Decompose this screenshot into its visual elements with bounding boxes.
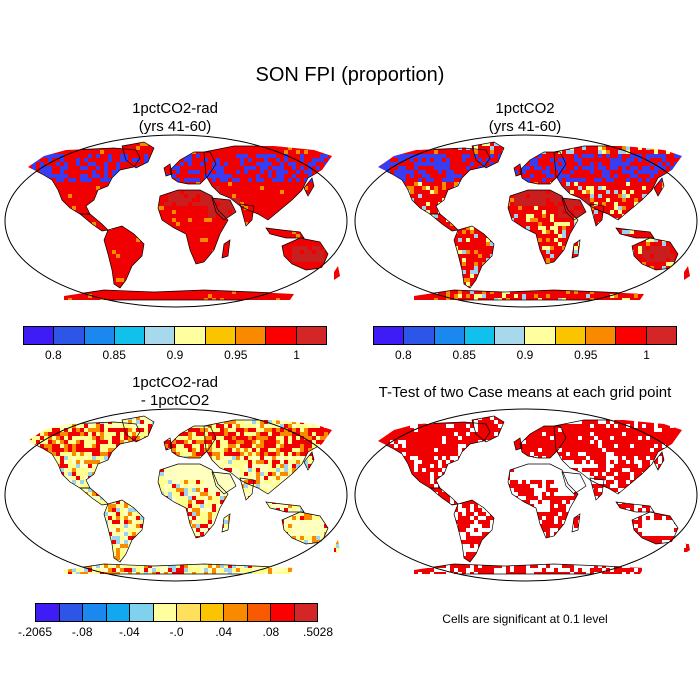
colorbar-3-swatch xyxy=(59,604,83,621)
panel-1-title: 1pctCO2-rad (yrs 41-60) xyxy=(60,100,290,136)
colorbar-3-tick-label: .08 xyxy=(262,625,280,639)
colorbar-1-tick-label: 0.85 xyxy=(102,348,126,362)
colorbar-3-tick-label: -.08 xyxy=(71,625,93,639)
colorbar-2-swatch xyxy=(555,327,587,344)
colorbar-difference xyxy=(35,603,318,622)
panel-1-title-line1: 1pctCO2-rad xyxy=(132,100,218,117)
panel-4-title: T-Test of two Case means at each grid po… xyxy=(378,384,672,401)
colorbar-2-swatch xyxy=(374,327,405,344)
colorbar-1-tick-label: 1 xyxy=(293,348,300,362)
colorbar-3-swatch xyxy=(224,604,248,621)
colorbar-1-swatch xyxy=(54,327,85,344)
colorbar-1-swatch xyxy=(24,327,55,344)
colorbar-panel-1 xyxy=(23,326,327,345)
colorbar-1-tick-label: 0.8 xyxy=(45,348,62,362)
colorbar-3-swatch xyxy=(294,604,317,621)
colorbar-1-swatch xyxy=(145,327,176,344)
colorbar-3-swatch xyxy=(106,604,130,621)
colorbar-1-swatch xyxy=(114,327,146,344)
colorbar-3-tick-label: -.0 xyxy=(169,625,184,639)
colorbar-3-swatch xyxy=(271,604,295,621)
colorbar-2-tick-label: 0.8 xyxy=(395,348,412,362)
colorbar-3-tick-label: .5028 xyxy=(302,625,334,639)
panel-3-title-line1: 1pctCO2-rad xyxy=(132,374,218,391)
map-panel-difference xyxy=(4,408,348,582)
colorbar-3-swatch xyxy=(177,604,201,621)
coastlines xyxy=(377,415,691,575)
colorbar-panel-2 xyxy=(373,326,677,345)
colorbar-2-swatch xyxy=(525,327,556,344)
colorbar-2-tick-label: 0.95 xyxy=(574,348,598,362)
colorbar-3-swatch xyxy=(83,604,107,621)
colorbar-3-swatch xyxy=(130,604,154,621)
colorbar-3-swatch xyxy=(153,604,177,621)
colorbar-2-swatch xyxy=(586,327,617,344)
colorbar-2-swatch xyxy=(646,327,676,344)
panel-3-title: 1pctCO2-rad - 1pctCO2 xyxy=(60,374,290,410)
figure-title: SON FPI (proportion) xyxy=(255,64,445,86)
coastlines xyxy=(27,415,341,575)
colorbar-2-swatch xyxy=(404,327,435,344)
panel-2-title: 1pctCO2 (yrs 41-60) xyxy=(410,100,640,136)
colorbar-3-swatch xyxy=(200,604,224,621)
colorbar-1-tick-label: 0.95 xyxy=(224,348,248,362)
globe-outline xyxy=(4,134,348,308)
colorbar-2-swatch xyxy=(495,327,526,344)
colorbar-3-swatch xyxy=(36,604,60,621)
colorbar-2-swatch xyxy=(616,327,647,344)
colorbar-3-tick-label: .04 xyxy=(215,625,232,639)
colorbar-2-swatch xyxy=(464,327,496,344)
colorbar-3-tick-label: -.2065 xyxy=(17,625,53,639)
panel-2-title-line1: 1pctCO2 xyxy=(495,100,555,117)
colorbar-1-swatch xyxy=(296,327,326,344)
colorbar-3-swatch xyxy=(247,604,271,621)
globe-outline xyxy=(354,134,698,308)
colorbar-1-swatch xyxy=(84,327,115,344)
significance-note: Cells are significant at 0.1 level xyxy=(442,612,608,626)
map-panel-ttest xyxy=(354,408,698,582)
panel-2-title-line2: (yrs 41-60) xyxy=(488,118,562,135)
colorbar-2-tick-label: 0.85 xyxy=(452,348,476,362)
colorbar-3-tick-label: -.04 xyxy=(118,625,140,639)
map-panel-1pctco2 xyxy=(354,134,698,308)
globe-outline xyxy=(354,408,698,582)
map-panel-1pctco2-rad xyxy=(4,134,348,308)
colorbar-2-tick-label: 0.9 xyxy=(516,348,534,362)
globe-outline xyxy=(4,408,348,582)
colorbar-1-swatch xyxy=(236,327,267,344)
colorbar-1-swatch xyxy=(205,327,237,344)
colorbar-2-swatch xyxy=(434,327,465,344)
colorbar-1-swatch xyxy=(175,327,206,344)
colorbar-2-tick-label: 1 xyxy=(643,348,650,362)
panel-1-title-line2: (yrs 41-60) xyxy=(138,118,212,135)
colorbar-1-swatch xyxy=(266,327,297,344)
panel-3-title-line2: - 1pctCO2 xyxy=(140,392,210,409)
colorbar-1-tick-label: 0.9 xyxy=(166,348,184,362)
